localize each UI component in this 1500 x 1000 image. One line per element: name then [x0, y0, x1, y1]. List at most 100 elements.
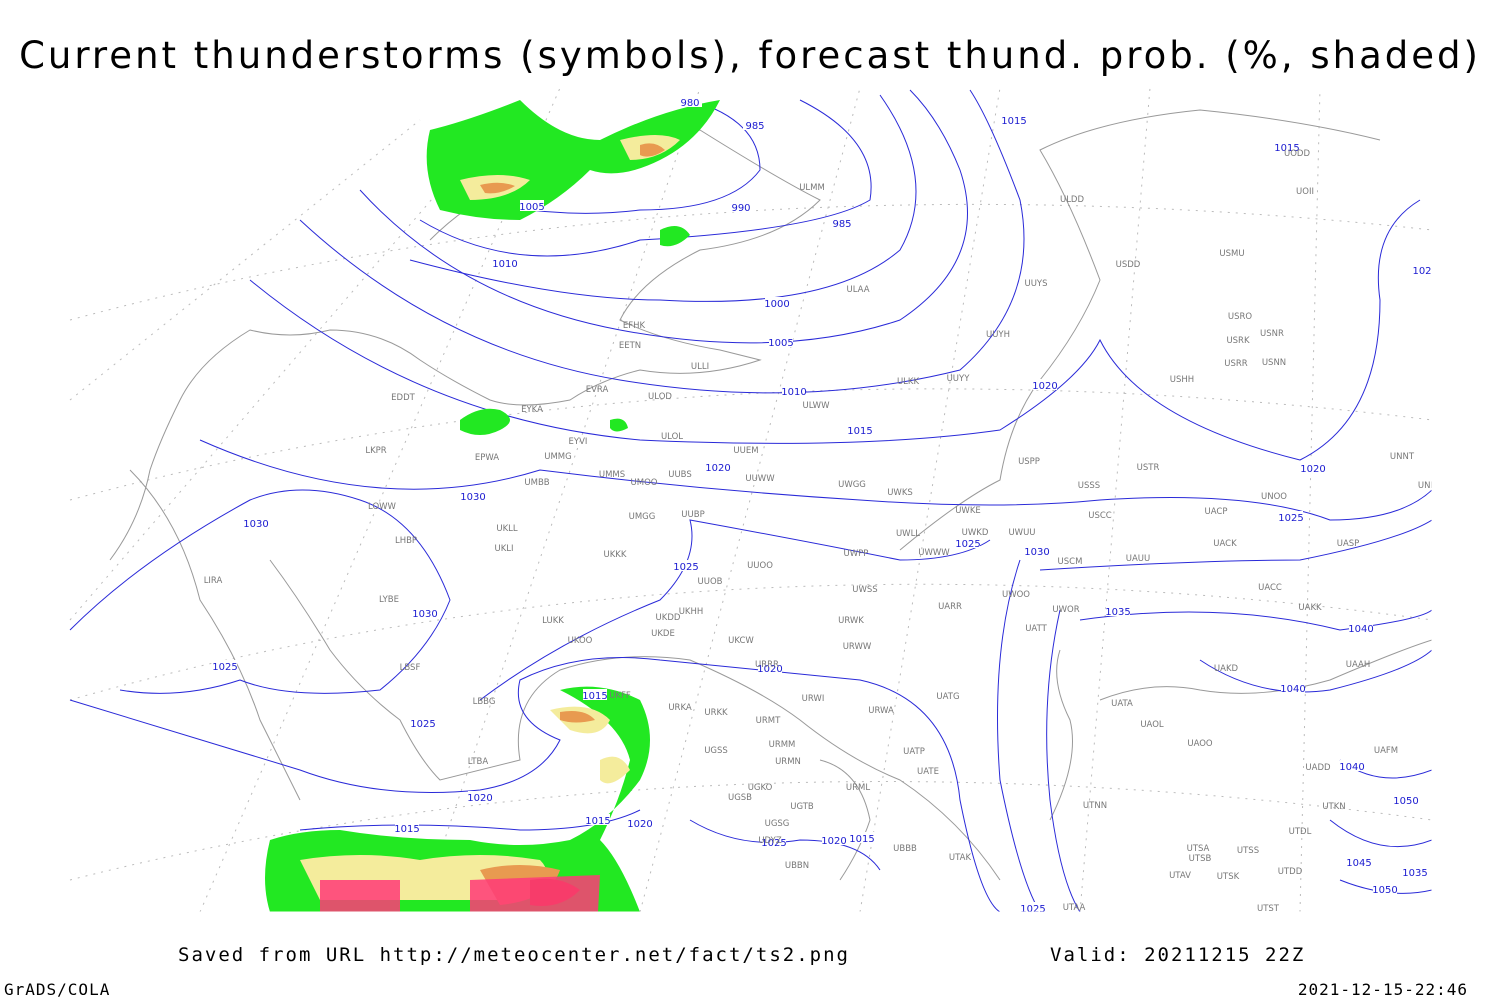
isobar-label: 1025	[1020, 904, 1045, 915]
station-label: UTSK	[1217, 872, 1240, 882]
station-label: UWPP	[844, 549, 869, 559]
station-label: UACC	[1258, 583, 1282, 593]
station-label: UGKO	[748, 783, 773, 793]
isobar-label-bg	[743, 119, 767, 130]
isobar-label: 1020	[705, 463, 730, 474]
station-label: UMOO	[631, 478, 658, 488]
isobar-label: 1015	[1001, 116, 1026, 127]
station-label: UMGG	[629, 512, 656, 522]
station-label: EPWA	[475, 453, 499, 463]
isobar-label: 1050	[1393, 796, 1418, 807]
station-label: UAKK	[1298, 603, 1322, 613]
station-label: USRR	[1224, 359, 1248, 369]
station-label: UUEM	[733, 446, 758, 456]
station-label: UWSS	[852, 585, 877, 595]
station-label: UUYS	[1024, 279, 1047, 289]
station-label: UDYZ	[758, 836, 781, 846]
station-label: USTR	[1137, 463, 1160, 473]
isobar-label-bg	[1106, 605, 1130, 616]
map: 980 985 990 985 1005 1010 1000 1005 1010 1015 1015…	[69, 88, 1432, 915]
isobar-label: 1000	[764, 299, 789, 310]
isobar-label-bg	[674, 560, 698, 571]
isobar-label-bg	[468, 791, 492, 802]
station-label: USCC	[1088, 511, 1112, 521]
isobar-label-bg	[706, 461, 730, 472]
station-label: URMM	[769, 740, 796, 750]
station-label: USRO	[1228, 312, 1253, 322]
station-label: EYVI	[569, 437, 588, 447]
station-label: USHH	[1170, 375, 1194, 385]
isobar-label: 1010	[492, 259, 517, 270]
isobar-label: 1040	[1280, 684, 1305, 695]
isobar-label: 1035	[1105, 607, 1130, 618]
isobar-label: 985	[832, 219, 851, 230]
station-label: UATP	[903, 747, 925, 757]
station-label: URKK	[704, 708, 728, 718]
station-label: URRR	[755, 660, 779, 670]
isobar-label: 1005	[768, 338, 793, 349]
isobar-label-bg	[586, 814, 610, 825]
station-label: LBSF	[400, 663, 421, 673]
station-label: UKKK	[604, 550, 627, 560]
station-label: ULAA	[846, 285, 869, 295]
station-label: UWGG	[838, 480, 866, 490]
isobar-label-bg	[413, 607, 437, 618]
station-label: USDD	[1116, 260, 1141, 270]
station-label: UASP	[1337, 539, 1360, 549]
station-label: UAUU	[1126, 554, 1150, 564]
isobar-label-bg	[244, 517, 268, 528]
station-label: ULWW	[803, 401, 831, 411]
isobar-label: 1025	[955, 539, 980, 550]
station-label: UBBB	[893, 844, 917, 854]
station-label: UUYY	[947, 374, 971, 384]
station-label: UATE	[917, 767, 939, 777]
probability-shading	[265, 100, 720, 912]
isobar-label: 1030	[412, 609, 437, 620]
station-label: UKDD	[656, 613, 681, 623]
station-label: UUWW	[745, 474, 775, 484]
isobar-label-bg	[1301, 462, 1325, 473]
station-label: USMU	[1219, 249, 1244, 259]
isobar-label: 985	[745, 121, 764, 132]
station-label: UKOO	[568, 636, 593, 646]
isobar-label-bg	[1340, 760, 1364, 771]
station-label: UATG	[936, 692, 959, 702]
isobar-label-bg	[850, 832, 874, 843]
isobar-label-bg	[395, 822, 419, 833]
station-label: LHBP	[395, 536, 417, 546]
title: Current thunderstorms (symbols), forecas…	[19, 34, 1481, 77]
isobar-label-bg	[1021, 902, 1045, 912]
station-label: EYKA	[521, 405, 543, 415]
isobars	[69, 89, 1432, 912]
station-label: UWUU	[1008, 528, 1035, 538]
isobar-label-bg	[1410, 264, 1432, 275]
station-label: URMN	[775, 757, 801, 767]
station-label: UODD	[1284, 149, 1310, 159]
isobar-label-bg	[493, 257, 517, 268]
isobar-label: 1015	[394, 824, 419, 835]
station-label: UKLL	[496, 524, 518, 534]
station-label: UWKD	[962, 528, 989, 538]
station-label: URWA	[868, 706, 894, 716]
isobar-label-bg	[822, 834, 846, 845]
isobar-label: 1015	[585, 816, 610, 827]
isobar-label: 1025	[410, 719, 435, 730]
isobar-label-bg	[1281, 682, 1305, 693]
isobar-label: 1005	[519, 202, 544, 213]
isobar-label: 1015	[847, 426, 872, 437]
station-label: LOWW	[368, 502, 397, 512]
isobar-label: 1025	[212, 662, 237, 673]
isobar-label: 1020	[1300, 464, 1325, 475]
isobar-label-bg	[213, 660, 237, 671]
station-label: UACP	[1205, 507, 1228, 517]
valid-time: Valid: 20211215 22Z	[1050, 944, 1305, 966]
station-label: UAFM	[1374, 746, 1398, 756]
station-label: EVRA	[586, 385, 609, 395]
station-label: ULKK	[897, 377, 920, 387]
station-label: UGSG	[765, 819, 790, 829]
isobar-label: 1020	[757, 664, 782, 675]
station-label: UUBP	[681, 510, 704, 520]
station-label: ULLI	[691, 362, 709, 372]
station-label: UAKD	[1214, 664, 1239, 674]
